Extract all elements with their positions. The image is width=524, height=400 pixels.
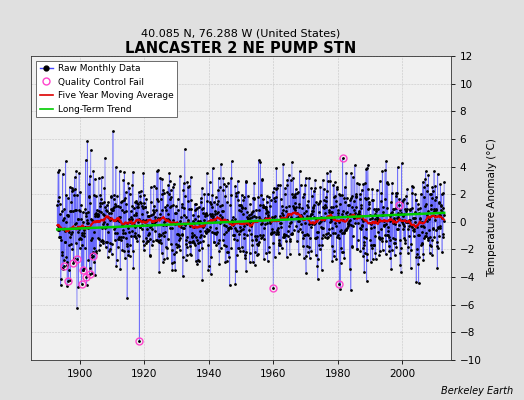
Title: LANCASTER 2 NE PUMP STN: LANCASTER 2 NE PUMP STN — [125, 41, 357, 56]
Y-axis label: Temperature Anomaly (°C): Temperature Anomaly (°C) — [487, 138, 497, 278]
Text: 40.085 N, 76.288 W (United States): 40.085 N, 76.288 W (United States) — [141, 28, 341, 38]
Text: Berkeley Earth: Berkeley Earth — [441, 386, 514, 396]
Legend: Raw Monthly Data, Quality Control Fail, Five Year Moving Average, Long-Term Tren: Raw Monthly Data, Quality Control Fail, … — [36, 60, 177, 117]
